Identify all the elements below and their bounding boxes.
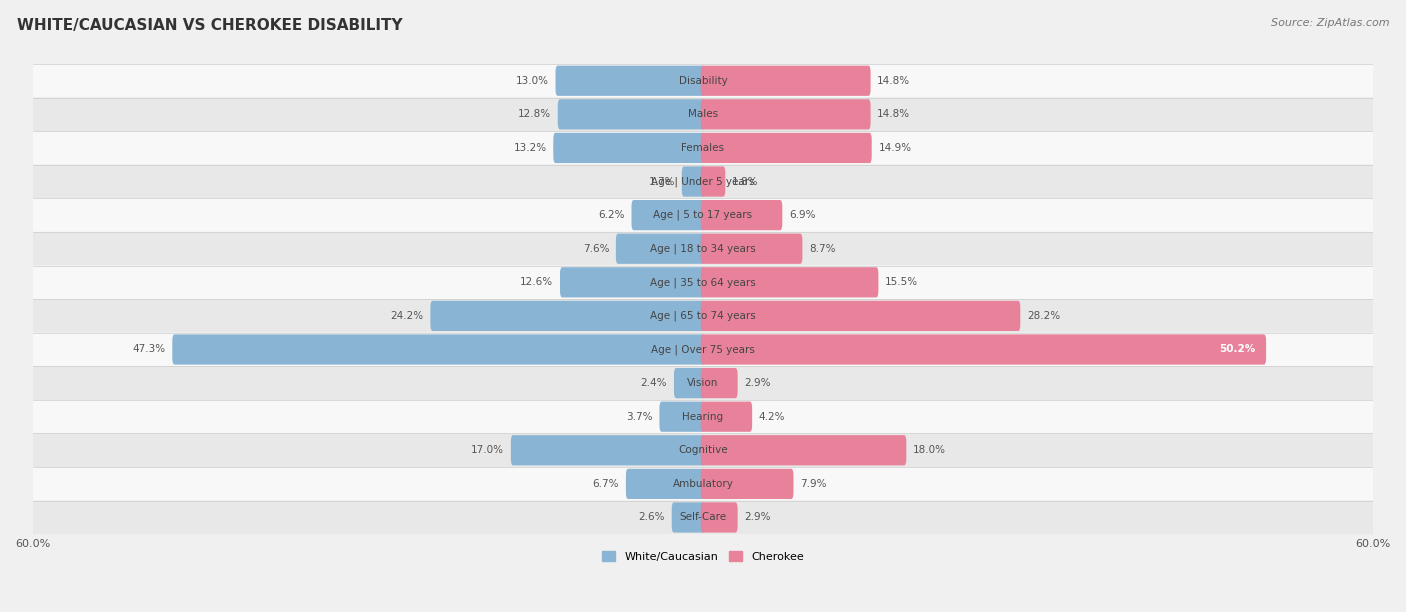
FancyBboxPatch shape bbox=[32, 400, 1374, 433]
FancyBboxPatch shape bbox=[700, 267, 879, 297]
FancyBboxPatch shape bbox=[700, 166, 725, 196]
FancyBboxPatch shape bbox=[558, 99, 706, 130]
FancyBboxPatch shape bbox=[32, 467, 1374, 501]
Text: 47.3%: 47.3% bbox=[132, 345, 166, 354]
FancyBboxPatch shape bbox=[616, 234, 706, 264]
Text: Age | 65 to 74 years: Age | 65 to 74 years bbox=[650, 311, 756, 321]
FancyBboxPatch shape bbox=[173, 334, 706, 365]
Text: Age | 35 to 64 years: Age | 35 to 64 years bbox=[650, 277, 756, 288]
Text: 18.0%: 18.0% bbox=[912, 446, 946, 455]
Text: Hearing: Hearing bbox=[682, 412, 724, 422]
Text: 24.2%: 24.2% bbox=[391, 311, 423, 321]
FancyBboxPatch shape bbox=[700, 234, 803, 264]
Text: 7.9%: 7.9% bbox=[800, 479, 827, 489]
Text: 2.9%: 2.9% bbox=[744, 512, 770, 523]
FancyBboxPatch shape bbox=[700, 133, 872, 163]
Text: Females: Females bbox=[682, 143, 724, 153]
FancyBboxPatch shape bbox=[32, 232, 1374, 266]
Text: 8.7%: 8.7% bbox=[808, 244, 835, 254]
Text: 14.8%: 14.8% bbox=[877, 76, 911, 86]
Text: Disability: Disability bbox=[679, 76, 727, 86]
FancyBboxPatch shape bbox=[32, 433, 1374, 467]
Text: WHITE/CAUCASIAN VS CHEROKEE DISABILITY: WHITE/CAUCASIAN VS CHEROKEE DISABILITY bbox=[17, 18, 402, 34]
Text: Age | Under 5 years: Age | Under 5 years bbox=[651, 176, 755, 187]
Text: Age | 5 to 17 years: Age | 5 to 17 years bbox=[654, 210, 752, 220]
FancyBboxPatch shape bbox=[32, 501, 1374, 534]
FancyBboxPatch shape bbox=[700, 469, 793, 499]
Text: 13.0%: 13.0% bbox=[516, 76, 548, 86]
Text: 50.2%: 50.2% bbox=[1219, 345, 1256, 354]
Text: 14.9%: 14.9% bbox=[879, 143, 911, 153]
Text: 28.2%: 28.2% bbox=[1026, 311, 1060, 321]
Legend: White/Caucasian, Cherokee: White/Caucasian, Cherokee bbox=[598, 547, 808, 566]
FancyBboxPatch shape bbox=[700, 200, 782, 230]
Text: Males: Males bbox=[688, 110, 718, 119]
FancyBboxPatch shape bbox=[659, 401, 706, 432]
Text: 4.2%: 4.2% bbox=[759, 412, 786, 422]
Text: 2.4%: 2.4% bbox=[641, 378, 668, 388]
FancyBboxPatch shape bbox=[700, 368, 738, 398]
Text: Source: ZipAtlas.com: Source: ZipAtlas.com bbox=[1271, 18, 1389, 28]
Text: 6.9%: 6.9% bbox=[789, 210, 815, 220]
Text: 12.8%: 12.8% bbox=[517, 110, 551, 119]
FancyBboxPatch shape bbox=[32, 198, 1374, 232]
FancyBboxPatch shape bbox=[700, 99, 870, 130]
Text: 14.8%: 14.8% bbox=[877, 110, 911, 119]
Text: Vision: Vision bbox=[688, 378, 718, 388]
FancyBboxPatch shape bbox=[700, 334, 1267, 365]
Text: 17.0%: 17.0% bbox=[471, 446, 505, 455]
Text: 2.9%: 2.9% bbox=[744, 378, 770, 388]
FancyBboxPatch shape bbox=[672, 502, 706, 532]
Text: 12.6%: 12.6% bbox=[520, 277, 554, 287]
FancyBboxPatch shape bbox=[700, 435, 907, 465]
FancyBboxPatch shape bbox=[32, 367, 1374, 400]
Text: 7.6%: 7.6% bbox=[582, 244, 609, 254]
Text: Age | Over 75 years: Age | Over 75 years bbox=[651, 344, 755, 355]
Text: Ambulatory: Ambulatory bbox=[672, 479, 734, 489]
Text: 1.7%: 1.7% bbox=[648, 176, 675, 187]
FancyBboxPatch shape bbox=[430, 300, 706, 331]
FancyBboxPatch shape bbox=[32, 64, 1374, 97]
FancyBboxPatch shape bbox=[700, 300, 1021, 331]
Text: Self-Care: Self-Care bbox=[679, 512, 727, 523]
FancyBboxPatch shape bbox=[32, 333, 1374, 367]
FancyBboxPatch shape bbox=[32, 266, 1374, 299]
Text: 2.6%: 2.6% bbox=[638, 512, 665, 523]
FancyBboxPatch shape bbox=[510, 435, 706, 465]
FancyBboxPatch shape bbox=[32, 299, 1374, 333]
FancyBboxPatch shape bbox=[555, 65, 706, 96]
FancyBboxPatch shape bbox=[32, 131, 1374, 165]
FancyBboxPatch shape bbox=[700, 65, 870, 96]
FancyBboxPatch shape bbox=[32, 165, 1374, 198]
Text: 6.2%: 6.2% bbox=[599, 210, 624, 220]
Text: 3.7%: 3.7% bbox=[626, 412, 652, 422]
FancyBboxPatch shape bbox=[554, 133, 706, 163]
Text: 6.7%: 6.7% bbox=[593, 479, 619, 489]
FancyBboxPatch shape bbox=[673, 368, 706, 398]
FancyBboxPatch shape bbox=[631, 200, 706, 230]
Text: Age | 18 to 34 years: Age | 18 to 34 years bbox=[650, 244, 756, 254]
FancyBboxPatch shape bbox=[560, 267, 706, 297]
Text: 13.2%: 13.2% bbox=[513, 143, 547, 153]
Text: 1.8%: 1.8% bbox=[733, 176, 759, 187]
FancyBboxPatch shape bbox=[700, 401, 752, 432]
Text: 15.5%: 15.5% bbox=[886, 277, 918, 287]
FancyBboxPatch shape bbox=[700, 502, 738, 532]
FancyBboxPatch shape bbox=[682, 166, 706, 196]
FancyBboxPatch shape bbox=[32, 97, 1374, 131]
FancyBboxPatch shape bbox=[626, 469, 706, 499]
Text: Cognitive: Cognitive bbox=[678, 446, 728, 455]
